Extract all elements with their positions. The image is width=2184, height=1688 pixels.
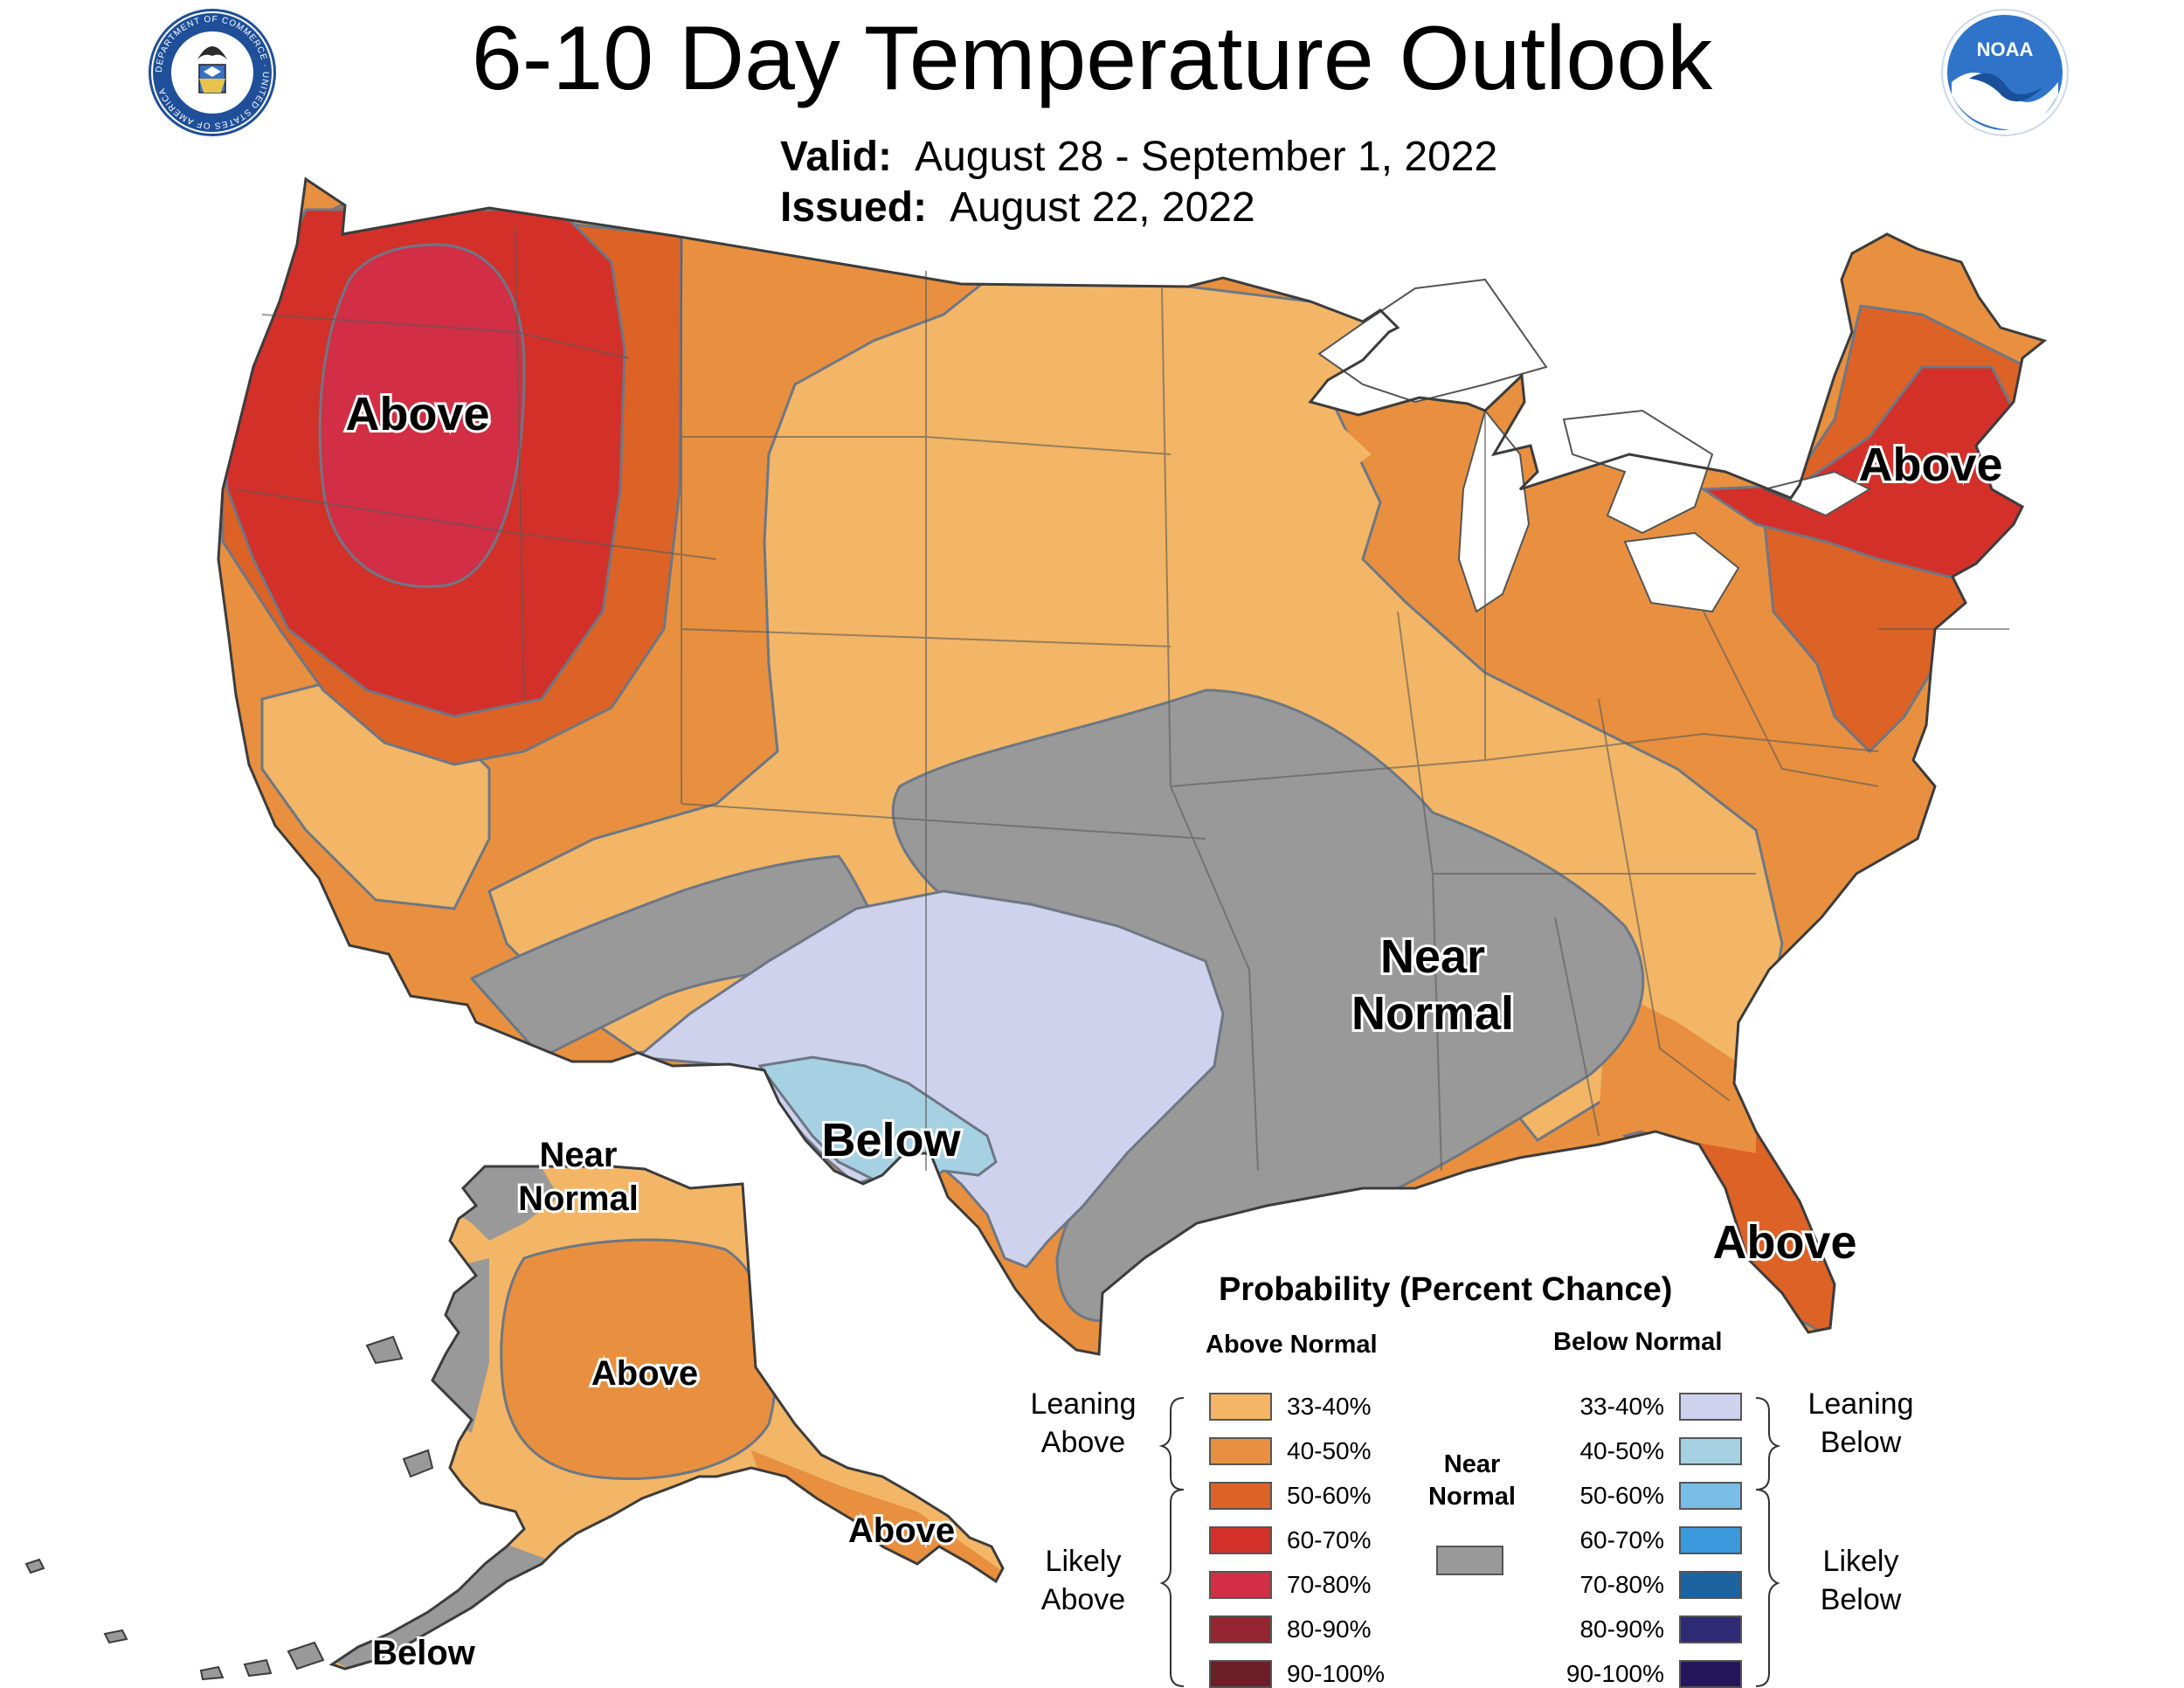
noaa-text: NOAA xyxy=(1977,38,2034,60)
below-range-60-70: 60-70% xyxy=(1579,1526,1664,1553)
swatch-above-50-60 xyxy=(1209,1482,1272,1510)
department-of-commerce-seal: DEPARTMENT OF COMMERCE · UNITED STATES O… xyxy=(149,9,276,136)
valid-value: August 28 - September 1, 2022 xyxy=(915,134,1498,180)
below-range-80-90: 80-90% xyxy=(1579,1615,1664,1643)
zone-leaning-below-southwest xyxy=(634,889,1225,1269)
ak-near-normal-south xyxy=(332,1538,559,1669)
bracket-likely-below xyxy=(1755,1489,1780,1687)
above-range-60-70: 60-70% xyxy=(1287,1526,1372,1553)
above-range-40-50: 40-50% xyxy=(1287,1437,1372,1464)
alaska-zones xyxy=(332,1166,1003,1669)
label-near-normal-alaska-line1: Near xyxy=(540,1136,618,1174)
bracket-likely-above xyxy=(1159,1489,1185,1687)
legend-leaning-below: Leaning Below xyxy=(1791,1385,1931,1462)
swatch-above-90-100 xyxy=(1209,1660,1272,1688)
swatch-above-80-90 xyxy=(1209,1615,1272,1643)
zone-likely-above-70-west xyxy=(318,243,526,588)
alaska-outline xyxy=(328,1165,1005,1671)
map-title: 6-10 Day Temperature Outlook xyxy=(471,8,1713,109)
above-range-50-60: 50-60% xyxy=(1287,1482,1372,1509)
label-near-normal-south-line1: Near xyxy=(1380,930,1485,983)
swatch-above-60-70 xyxy=(1209,1526,1272,1554)
below-range-50-60: 50-60% xyxy=(1579,1482,1664,1509)
label-above-northeast: Above xyxy=(1858,439,2002,491)
label-below-aleutians: Below xyxy=(372,1634,476,1672)
valid-dates: Valid: August 28 - September 1, 2022 xyxy=(780,133,1497,181)
above-range-70-80: 70-80% xyxy=(1287,1571,1372,1598)
below-range-33-40: 33-40% xyxy=(1579,1393,1664,1420)
zone-leaning-below-west-texas xyxy=(757,1055,998,1190)
ak-leaning-below-aleutian xyxy=(485,1608,524,1643)
noaa-logo: NOAA xyxy=(1941,9,2069,136)
swatch-above-33-40 xyxy=(1209,1393,1272,1421)
near-normal-line1: Near xyxy=(1443,1450,1501,1478)
legend-below-swatches xyxy=(1679,1393,1742,1688)
leaning-above-line2: Above xyxy=(1040,1426,1126,1459)
legend-leaning-above: Leaning Above xyxy=(1013,1385,1153,1462)
zone-leaning-above-southeast xyxy=(1599,987,1756,1153)
near-normal-line2: Normal xyxy=(1428,1483,1516,1511)
swatch-below-70-80 xyxy=(1679,1571,1742,1599)
issued-value: August 22, 2022 xyxy=(950,184,1255,231)
likely-below-line1: Likely xyxy=(1822,1545,1899,1578)
swatch-below-40-50 xyxy=(1679,1437,1742,1465)
ak-leaning-above-40 xyxy=(500,1238,778,1480)
above-range-80-90: 80-90% xyxy=(1287,1615,1372,1643)
region-labels: Above Above Near Normal Below Above Near… xyxy=(342,385,2005,1675)
bracket-leaning-above xyxy=(1158,1397,1185,1491)
legend-near-normal-header: Near Normal xyxy=(1406,1449,1538,1513)
great-lakes xyxy=(1317,278,1872,613)
legend-above-header: Above Normal xyxy=(1206,1331,1378,1359)
conus-outline xyxy=(217,176,2048,1356)
label-below-texas: Below xyxy=(821,1114,961,1166)
aleutian-islands xyxy=(24,1335,434,1681)
swatch-below-50-60 xyxy=(1679,1482,1742,1510)
legend-likely-above: Likely Above xyxy=(1013,1542,1153,1619)
likely-above-line2: Above xyxy=(1040,1583,1126,1616)
label-above-northwest: Above xyxy=(345,388,489,440)
legend-likely-below: Likely Below xyxy=(1791,1542,1931,1619)
label-near-normal-south-line2: Normal xyxy=(1351,987,1514,1040)
legend-above-swatches xyxy=(1209,1393,1272,1688)
above-range-33-40: 33-40% xyxy=(1287,1393,1372,1420)
swatch-near-normal xyxy=(1436,1546,1503,1575)
legend-brackets xyxy=(1158,1397,1781,1687)
label-above-alaska-southeast: Above xyxy=(848,1512,955,1550)
swatch-below-60-70 xyxy=(1679,1526,1742,1554)
bracket-leaning-below xyxy=(1755,1397,1781,1491)
label-above-florida: Above xyxy=(1712,1216,1856,1269)
likely-below-line2: Below xyxy=(1820,1583,1902,1616)
swatch-below-80-90 xyxy=(1679,1615,1742,1643)
below-range-40-50: 40-50% xyxy=(1579,1437,1664,1464)
swatch-above-70-80 xyxy=(1209,1571,1272,1599)
label-above-alaska: Above xyxy=(591,1354,698,1393)
leaning-below-line2: Below xyxy=(1820,1426,1902,1459)
valid-label: Valid: xyxy=(780,134,893,180)
state-boundaries xyxy=(235,226,2009,1172)
below-range-90-100: 90-100% xyxy=(1565,1660,1664,1687)
issued-date: Issued: August 22, 2022 xyxy=(780,183,1255,232)
swatch-below-33-40 xyxy=(1679,1393,1742,1421)
leaning-above-line1: Leaning xyxy=(1030,1387,1137,1421)
above-range-90-100: 90-100% xyxy=(1287,1660,1386,1687)
swatch-above-40-50 xyxy=(1209,1437,1272,1465)
legend-title: Probability (Percent Chance) xyxy=(1219,1271,1673,1308)
likely-above-line1: Likely xyxy=(1045,1545,1122,1578)
swatch-below-90-100 xyxy=(1679,1660,1742,1688)
issued-label: Issued: xyxy=(780,184,928,231)
label-near-normal-alaska-line2: Normal xyxy=(518,1180,639,1218)
leaning-below-line1: Leaning xyxy=(1807,1387,1914,1421)
legend-below-header: Below Normal xyxy=(1553,1328,1723,1356)
below-range-70-80: 70-80% xyxy=(1579,1571,1664,1598)
